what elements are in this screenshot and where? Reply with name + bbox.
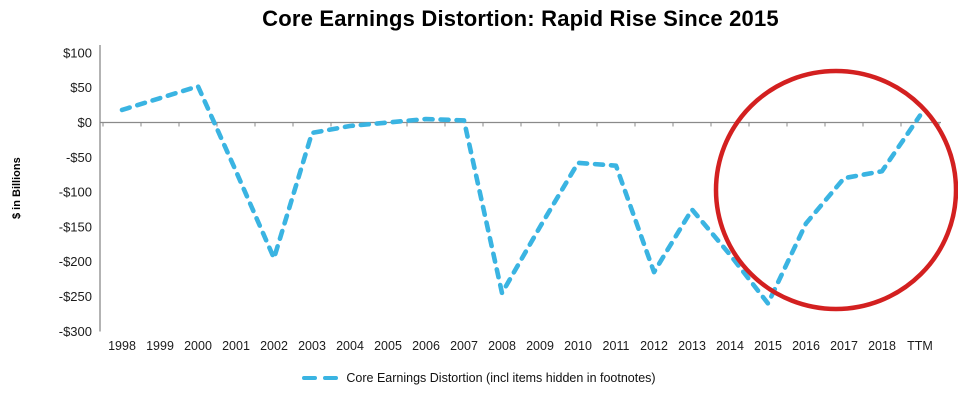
- y-axis-label: -$200: [59, 254, 92, 269]
- x-axis-label: TTM: [907, 339, 933, 353]
- x-axis-label: 2002: [260, 339, 288, 353]
- x-axis-label: 2014: [716, 339, 744, 353]
- x-axis-label: 2005: [374, 339, 402, 353]
- legend: Core Earnings Distortion (incl items hid…: [0, 369, 958, 387]
- y-axis-label: $0: [78, 115, 92, 130]
- x-axis-label: 2006: [412, 339, 440, 353]
- x-axis-label: 2017: [830, 339, 858, 353]
- x-axis-label: 2000: [184, 339, 212, 353]
- x-axis-label: 2003: [298, 339, 326, 353]
- x-axis-label: 2004: [336, 339, 364, 353]
- x-axis-label: 2011: [603, 339, 630, 353]
- y-axis-label: $50: [70, 80, 92, 95]
- y-axis-label: -$50: [66, 150, 92, 165]
- y-axis-label: -$300: [59, 324, 92, 339]
- legend-label: Core Earnings Distortion (incl items hid…: [346, 371, 656, 385]
- y-axis-label: -$100: [59, 185, 92, 200]
- x-axis-label: 2013: [678, 339, 706, 353]
- x-axis-label: 1998: [108, 339, 136, 353]
- x-axis-label: 2018: [868, 339, 896, 353]
- x-axis-label: 2016: [792, 339, 820, 353]
- y-axis-label: -$150: [59, 219, 92, 234]
- series-line-core-earnings-distortion: [119, 84, 923, 306]
- x-axis-label: 2010: [564, 339, 592, 353]
- legend-dashed-line-swatch: [302, 375, 339, 381]
- chart-title: Core Earnings Distortion: Rapid Rise Sin…: [262, 6, 779, 31]
- x-axis-label: 2015: [754, 339, 782, 353]
- y-axis-label: -$250: [59, 289, 92, 304]
- y-axis-label: $100: [63, 45, 92, 60]
- x-axis-label: 2001: [222, 339, 250, 353]
- x-axis-label: 2008: [488, 339, 516, 353]
- x-axis-label: 2007: [450, 339, 478, 353]
- highlight-circle: [713, 68, 958, 312]
- x-axis-label: 2012: [640, 339, 668, 353]
- x-axis-label: 2009: [526, 339, 554, 353]
- x-axis-label: 1999: [146, 339, 174, 353]
